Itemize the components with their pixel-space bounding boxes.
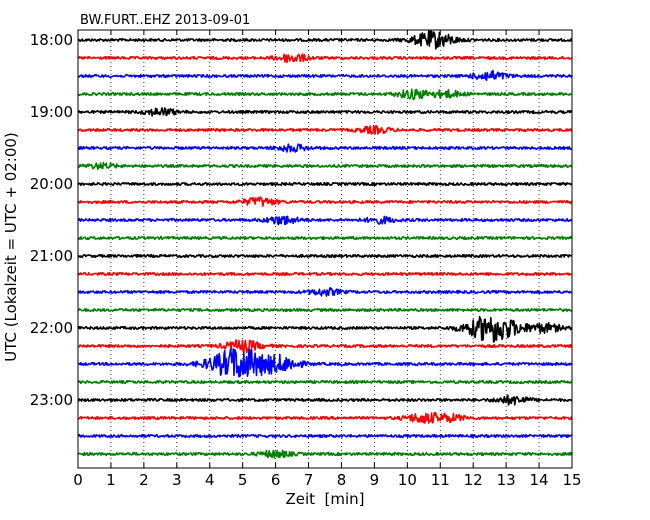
trace-2100 [77,253,573,259]
trace-2230 [77,348,573,378]
x-tick-label: 11 [431,471,450,489]
y-axis: 18:00 19:00 20:00 21:00 22:00 23:00 [30,31,572,409]
trace-2045 [77,235,573,241]
x-tick-label: 12 [464,471,483,489]
x-axis: 0 1 2 3 4 5 6 7 8 9 10 11 12 13 14 15 [73,30,582,489]
trace-1830 [77,69,573,81]
x-tick-label: 4 [205,471,215,489]
trace-2245 [77,379,573,385]
trace-2345 [77,449,573,459]
x-tick-label: 14 [530,471,549,489]
trace-2115 [77,271,573,277]
x-tick-label: 9 [370,471,380,489]
trace-1815 [77,53,573,64]
trace-1930 [77,143,573,153]
x-tick-label: 15 [562,471,581,489]
y-tick-label: 20:00 [30,175,73,193]
x-tick-label: 13 [497,471,516,489]
x-tick-label: 2 [139,471,149,489]
x-tick-label: 7 [304,471,314,489]
trace-2315 [77,411,573,424]
trace-2015 [77,196,573,207]
x-tick-label: 5 [238,471,248,489]
y-axis-label: UTC (Lokalzeit = UTC + 02:00) [2,132,20,362]
grid [110,30,540,468]
trace-1845 [77,88,573,101]
x-tick-label: 10 [398,471,417,489]
x-tick-label: 3 [172,471,182,489]
x-tick-label: 0 [73,471,83,489]
trace-1915 [77,124,573,135]
x-tick-label: 6 [271,471,281,489]
trace-2145 [77,307,573,313]
trace-2200 [77,315,573,343]
trace-2330 [77,433,573,439]
chart-title: BW.FURT..EHZ 2013-09-01 [80,13,250,28]
y-tick-label: 19:00 [30,103,73,121]
trace-2300 [77,394,573,406]
y-tick-label: 18:00 [30,31,73,49]
plot-frame [77,29,573,469]
trace-1800 [77,30,573,50]
trace-2130 [77,287,573,297]
y-tick-label: 21:00 [30,247,73,265]
trace-2030 [77,215,573,226]
trace-1945 [77,161,573,170]
x-tick-label: 8 [337,471,347,489]
x-tick-label: 1 [106,471,116,489]
trace-1900 [77,107,573,117]
seismic-traces [77,30,573,459]
y-tick-label: 23:00 [30,391,73,409]
y-tick-label: 22:00 [30,319,73,337]
trace-2215 [77,339,573,354]
x-axis-label: Zeit [min] [285,490,364,508]
trace-2000 [77,181,573,187]
